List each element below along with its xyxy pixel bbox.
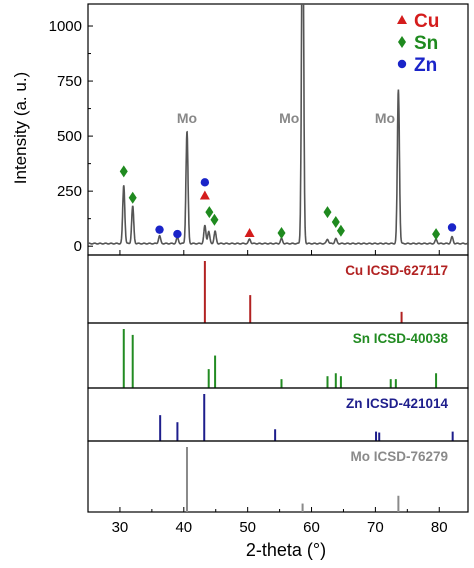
y-tick-label: 500 [57, 128, 82, 145]
cu-marker [199, 190, 210, 200]
zn-marker [173, 229, 182, 239]
x-tick-label: 40 [175, 519, 192, 536]
reference-panels: Cu ICSD-627117 Sn ICSD-40038 Zn ICSD-42101… [87, 254, 469, 513]
peak-annotation: Mo [375, 110, 395, 126]
x-axis: 30 40 50 60 70 80 [87, 250, 448, 536]
sn-marker [277, 226, 286, 239]
x-tick-label: 50 [239, 519, 256, 536]
x-tick-label: 80 [431, 519, 448, 536]
ref-panel-label: Zn ICSD-421014 [346, 396, 449, 411]
legend-cu-symbol [397, 15, 407, 24]
peak-annotation: Mo [279, 110, 299, 126]
y-tick-label: 250 [57, 183, 82, 200]
sn-marker [323, 206, 332, 219]
sn-marker [432, 228, 441, 241]
ref-panel-label: Sn ICSD-40038 [353, 331, 449, 346]
legend-cu-label: Cu [414, 11, 439, 32]
sn-marker [205, 206, 214, 219]
xrd-trace [88, 4, 468, 245]
ref-panel-label: Cu ICSD-627117 [345, 263, 448, 278]
y-tick-label: 1000 [49, 18, 82, 35]
x-tick-label: 30 [112, 519, 129, 536]
legend-zn-label: Zn [414, 55, 437, 76]
legend-zn-symbol [397, 59, 407, 69]
y-axis-label: Intensity (a. u.) [11, 72, 30, 184]
x-tick-label: 60 [303, 519, 320, 536]
y-tick-label: 750 [57, 73, 82, 90]
legend-sn-symbol [398, 36, 406, 48]
peak-annotation: Mo [177, 110, 197, 126]
x-axis-label: 2-theta (°) [246, 540, 326, 560]
zn-marker [155, 225, 164, 234]
zn-marker [447, 223, 457, 232]
ref-panel-label: Mo ICSD-76279 [350, 449, 448, 464]
cu-marker [244, 227, 255, 237]
zn-marker [200, 178, 210, 187]
sn-marker [331, 215, 340, 228]
sn-marker [119, 165, 128, 178]
main-frame [87, 3, 469, 256]
legend-sn-label: Sn [414, 33, 438, 54]
sn-marker [336, 224, 345, 237]
x-tick-label: 70 [367, 519, 384, 536]
ref-panel-frame [87, 440, 469, 513]
sn-marker [210, 213, 219, 226]
y-tick-label: 0 [74, 238, 82, 255]
sn-marker [128, 191, 137, 204]
